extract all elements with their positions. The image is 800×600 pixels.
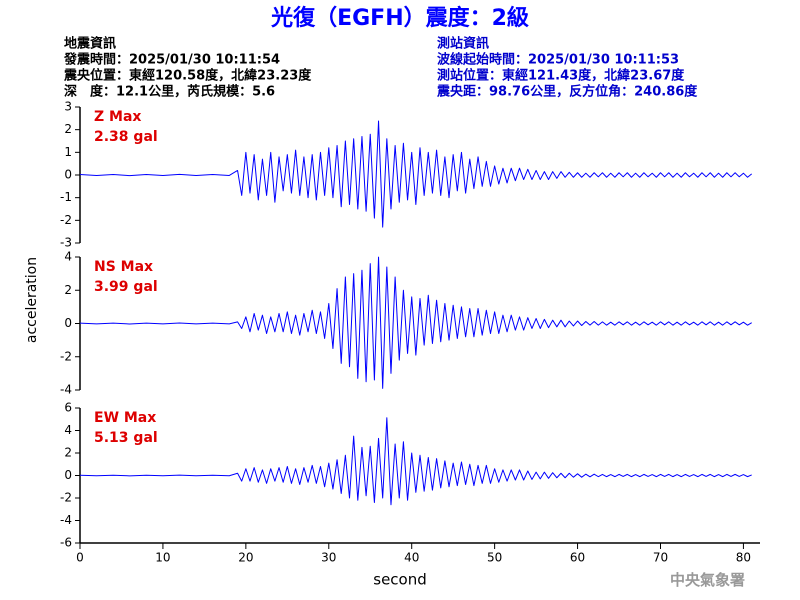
y-tick-label: 6 [64, 401, 72, 415]
x-tick-label: 10 [155, 551, 170, 565]
x-tick-label: 40 [404, 551, 419, 565]
x-tick-label: 80 [736, 551, 751, 565]
info-line: 發震時間：2025/01/30 10:11:54 [63, 52, 280, 68]
waveform [79, 120, 753, 228]
waveform [79, 256, 752, 389]
max-label: NS Max [94, 259, 153, 275]
x-tick-label: 70 [653, 551, 668, 565]
info-line: 震央位置：東經120.58度，北緯23.23度 [63, 68, 312, 84]
max-value: 3.99 gal [94, 279, 158, 295]
info-line: 測站位置：東經121.43度，北緯23.67度 [437, 68, 685, 84]
y-tick-label: 4 [64, 250, 72, 264]
y-tick-label: -4 [60, 383, 72, 397]
x-axis-label: second [373, 571, 427, 589]
x-tick-label: 30 [321, 551, 336, 565]
y-tick-label: 2 [64, 446, 72, 460]
y-tick-label: -1 [60, 190, 72, 204]
info-line: 震央距：98.76公里，反方位角：240.86度 [436, 84, 698, 100]
x-tick-label: 20 [238, 551, 253, 565]
y-tick-label: -4 [60, 513, 72, 527]
y-tick-label: 2 [64, 122, 72, 136]
y-tick-label: -2 [60, 491, 72, 505]
waveform [79, 417, 752, 506]
x-tick-label: 50 [487, 551, 502, 565]
y-tick-label: 3 [64, 100, 72, 114]
max-value: 5.13 gal [94, 430, 158, 446]
info-line: 地震資訊 [64, 36, 116, 52]
y-tick-label: 0 [64, 168, 72, 182]
info-line: 測站資訊 [437, 36, 489, 52]
y-tick-label: -2 [60, 349, 72, 363]
y-tick-label: 0 [64, 316, 72, 330]
info-line: 深 度：12.1公里，芮氏規模：5.6 [64, 84, 275, 100]
title: 光復（EGFH）震度：2級 [270, 5, 529, 31]
y-tick-label: 2 [64, 283, 72, 297]
y-tick-label: -3 [60, 236, 72, 250]
x-tick-label: 60 [570, 551, 585, 565]
footer: 中央氣象署 [670, 571, 745, 589]
y-axis-label: acceleration [24, 257, 40, 343]
y-tick-label: -2 [60, 213, 72, 227]
info-line: 波線起始時間：2025/01/30 10:11:53 [437, 52, 679, 68]
x-tick-label: 0 [76, 551, 84, 565]
y-tick-label: -6 [60, 536, 72, 550]
max-value: 2.38 gal [94, 129, 158, 145]
max-label: EW Max [94, 410, 156, 426]
y-tick-label: 0 [64, 468, 72, 482]
y-tick-label: 4 [64, 423, 72, 437]
y-tick-label: 1 [64, 145, 72, 159]
max-label: Z Max [94, 109, 141, 125]
